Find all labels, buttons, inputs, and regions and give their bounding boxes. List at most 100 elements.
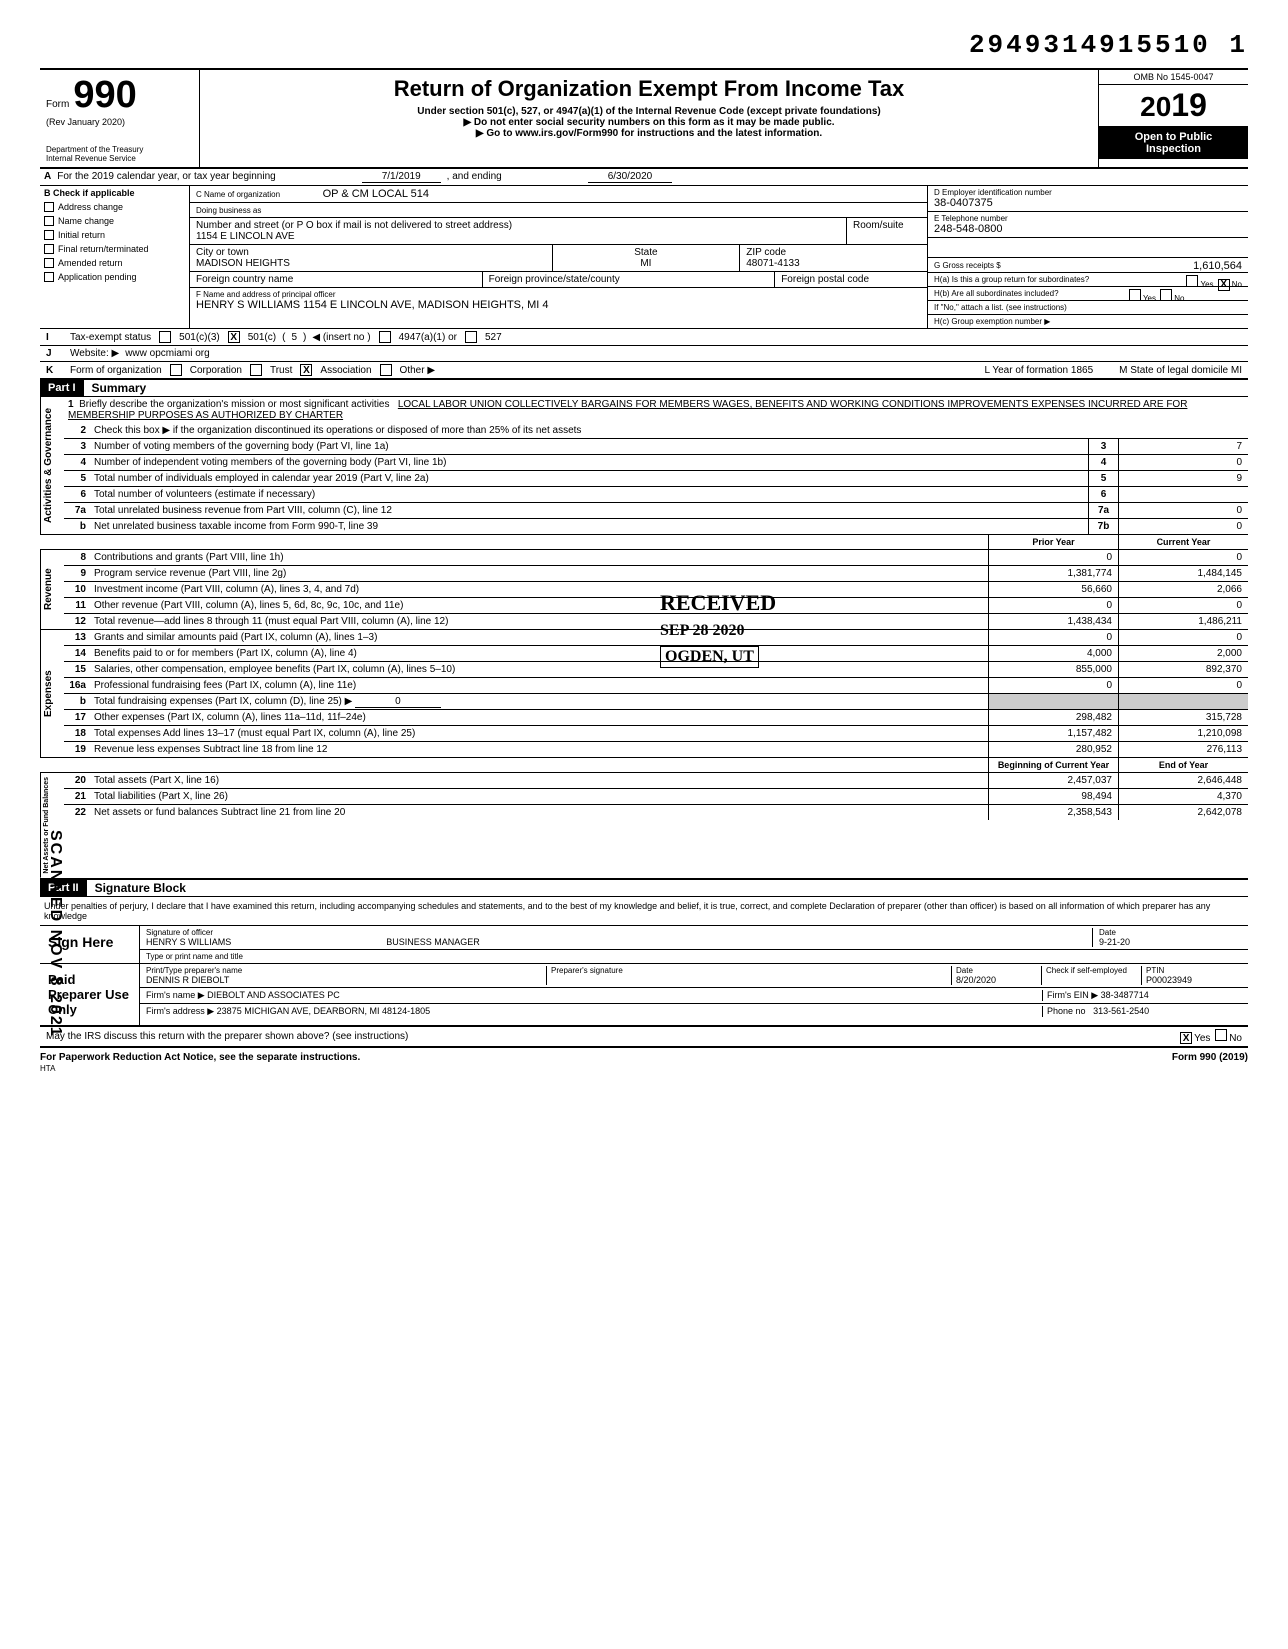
- form-year-block: OMB No 1545-0047 2019 Open to Public Ins…: [1098, 70, 1248, 167]
- net-assets-section: Net Assets or Fund Balances 20Total asse…: [40, 773, 1248, 879]
- form-warn2: ▶ Go to www.irs.gov/Form990 for instruct…: [210, 128, 1088, 139]
- form-number-footer: Form 990 (2019): [1172, 1052, 1248, 1074]
- line-16b: bTotal fundraising expenses (Part IX, co…: [64, 694, 1248, 710]
- self-employed-check[interactable]: Check if self-employed: [1042, 966, 1142, 985]
- 501c-checkbox[interactable]: X: [228, 331, 240, 343]
- principal-officer: HENRY S WILLIAMS 1154 E LINCOLN AVE, MAD…: [196, 299, 921, 311]
- chk-application-pending[interactable]: Application pending: [40, 270, 189, 284]
- form-title-block: Return of Organization Exempt From Incom…: [200, 70, 1098, 167]
- zip-cell: ZIP code48071-4133: [740, 245, 927, 271]
- line-i-tax-exempt: I Tax-exempt status 501(c)(3) X501(c) ( …: [40, 329, 1248, 346]
- line-12: 12Total revenue—add lines 8 through 11 (…: [64, 614, 1248, 629]
- open-to-public: Open to Public Inspection: [1099, 127, 1248, 159]
- discuss-no-checkbox[interactable]: [1215, 1029, 1227, 1041]
- tax-year-begin: 7/1/2019: [362, 171, 441, 183]
- vtab-expenses: Expenses: [40, 630, 64, 757]
- line-14: 14Benefits paid to or for members (Part …: [64, 646, 1248, 662]
- ha-cell: H(a) Is this a group return for subordin…: [928, 273, 1248, 287]
- row-a-tax-year: A For the 2019 calendar year, or tax yea…: [40, 169, 1248, 186]
- line-5: 5Total number of individuals employed in…: [64, 471, 1248, 487]
- form-title: Return of Organization Exempt From Incom…: [210, 76, 1088, 102]
- chk-final-return[interactable]: Final return/terminated: [40, 242, 189, 256]
- line-7a: 7aTotal unrelated business revenue from …: [64, 503, 1248, 519]
- perjury-declaration: Under penalties of perjury, I declare th…: [40, 897, 1248, 926]
- part-2-header: Part II Signature Block: [40, 879, 1248, 897]
- scanned-stamp: SCANNED NOV 8 2021: [46, 830, 64, 1038]
- line-21: 21Total liabilities (Part X, line 26)98,…: [64, 789, 1248, 805]
- form-revision: (Rev January 2020): [46, 117, 193, 127]
- website-value: www opcmiami org: [125, 348, 209, 359]
- state-cell: StateMI: [553, 245, 741, 271]
- officer-sign-date: 9-21-20: [1099, 937, 1242, 947]
- foreign-country-cell: Foreign country name: [190, 272, 483, 287]
- city-cell: City or townMADISON HEIGHTS: [190, 245, 553, 271]
- form-prefix: Form: [46, 99, 69, 110]
- line-19: 19Revenue less expenses Subtract line 18…: [64, 742, 1248, 757]
- dba-cell: Doing business as: [190, 203, 927, 218]
- ein: 38-0407375: [934, 197, 1242, 209]
- gross-receipts-cell: G Gross receipts $ 1,610,564: [928, 258, 1248, 273]
- vtab-revenue: Revenue: [40, 550, 64, 629]
- street-cell: Number and street (or P O box if mail is…: [190, 218, 847, 244]
- check-if-applicable: B Check if applicable Address change Nam…: [40, 186, 190, 328]
- received-stamp: RECEIVED SEP 28 2020 OGDEN, UT: [660, 590, 776, 668]
- room-suite-cell: Room/suite: [847, 218, 927, 244]
- hc-note-cell: If "No," attach a list. (see instruction…: [928, 301, 1248, 315]
- entity-right: D Employer identification number 38-0407…: [928, 186, 1248, 328]
- line-16a: 16aProfessional fundraising fees (Part I…: [64, 678, 1248, 694]
- line-6: 6Total number of volunteers (estimate if…: [64, 487, 1248, 503]
- chk-initial-return[interactable]: Initial return: [40, 228, 189, 242]
- line-13: 13Grants and similar amounts paid (Part …: [64, 630, 1248, 646]
- ein-cell: D Employer identification number 38-0407…: [928, 186, 1248, 212]
- phone-cell: E Telephone number 248-548-0800: [928, 212, 1248, 238]
- foreign-zip-cell: Foreign postal code: [775, 272, 927, 287]
- state-of-domicile: MI: [1231, 365, 1242, 376]
- expenses-section: Expenses 13Grants and similar amounts pa…: [40, 630, 1248, 758]
- sign-here-block: Sign Here Signature of officer HENRY S W…: [40, 926, 1248, 964]
- chk-amended-return[interactable]: Amended return: [40, 256, 189, 270]
- part-1-header: Part I Summary: [40, 379, 1248, 397]
- entity-info: C Name of organization OP & CM LOCAL 514…: [190, 186, 928, 328]
- line-8: 8Contributions and grants (Part VIII, li…: [64, 550, 1248, 566]
- year-of-formation: 1865: [1071, 365, 1093, 376]
- firm-address: 23875 MICHIGAN AVE, DEARBORN, MI 48124-1…: [217, 1006, 430, 1016]
- preparer-date: 8/20/2020: [956, 975, 1041, 985]
- line-22: 22Net assets or fund balances Subtract l…: [64, 805, 1248, 820]
- vtab-governance: Activities & Governance: [40, 397, 64, 534]
- firm-phone: 313-561-2540: [1093, 1006, 1149, 1016]
- discuss-with-preparer: May the IRS discuss this return with the…: [40, 1027, 1248, 1049]
- chk-name-change[interactable]: Name change: [40, 214, 189, 228]
- foreign-prov-cell: Foreign province/state/county: [483, 272, 776, 287]
- revenue-section: Revenue 8Contributions and grants (Part …: [40, 550, 1248, 630]
- prior-current-header: Prior Year Current Year: [40, 535, 1248, 550]
- form-id-block: Form 990 (Rev January 2020) Department o…: [40, 70, 200, 167]
- association-checkbox[interactable]: X: [300, 364, 312, 376]
- line-11: 11Other revenue (Part VIII, column (A), …: [64, 598, 1248, 614]
- tax-year-end: 6/30/2020: [588, 171, 673, 183]
- line-4: 4Number of independent voting members of…: [64, 455, 1248, 471]
- principal-officer-cell: F Name and address of principal officer …: [190, 287, 927, 313]
- entity-block: B Check if applicable Address change Nam…: [40, 186, 1248, 329]
- org-name: OP & CM LOCAL 514: [323, 188, 429, 200]
- page-footer: For Paperwork Reduction Act Notice, see …: [40, 1048, 1248, 1074]
- chk-address-change[interactable]: Address change: [40, 200, 189, 214]
- form-warn1: ▶ Do not enter social security numbers o…: [210, 117, 1088, 128]
- firm-name: DIEBOLT AND ASSOCIATES PC: [207, 990, 340, 1000]
- line-17: 17Other expenses (Part IX, column (A), l…: [64, 710, 1248, 726]
- ptin: P00023949: [1146, 975, 1242, 985]
- form-990-page: 2949314915510 1 Form 990 (Rev January 20…: [40, 30, 1248, 1074]
- preparer-name: DENNIS R DIEBOLT: [146, 975, 546, 985]
- line-9: 9Program service revenue (Part VIII, lin…: [64, 566, 1248, 582]
- org-name-cell: C Name of organization OP & CM LOCAL 514: [190, 186, 927, 203]
- line-10: 10Investment income (Part VIII, column (…: [64, 582, 1248, 598]
- line-k-form-of-org: K Form of organization Corporation Trust…: [40, 362, 1248, 379]
- form-number: 990: [73, 74, 136, 117]
- line-15: 15Salaries, other compensation, employee…: [64, 662, 1248, 678]
- omb-number: OMB No 1545-0047: [1099, 70, 1248, 85]
- discuss-yes-checkbox[interactable]: X: [1180, 1032, 1192, 1044]
- form-subtitle: Under section 501(c), 527, or 4947(a)(1)…: [210, 106, 1088, 117]
- street-address: 1154 E LINCOLN AVE: [196, 231, 840, 242]
- activities-governance-section: Activities & Governance 1 Briefly descri…: [40, 397, 1248, 535]
- line-1-mission: 1 Briefly describe the organization's mi…: [64, 397, 1248, 423]
- firm-ein: 38-3487714: [1101, 990, 1149, 1000]
